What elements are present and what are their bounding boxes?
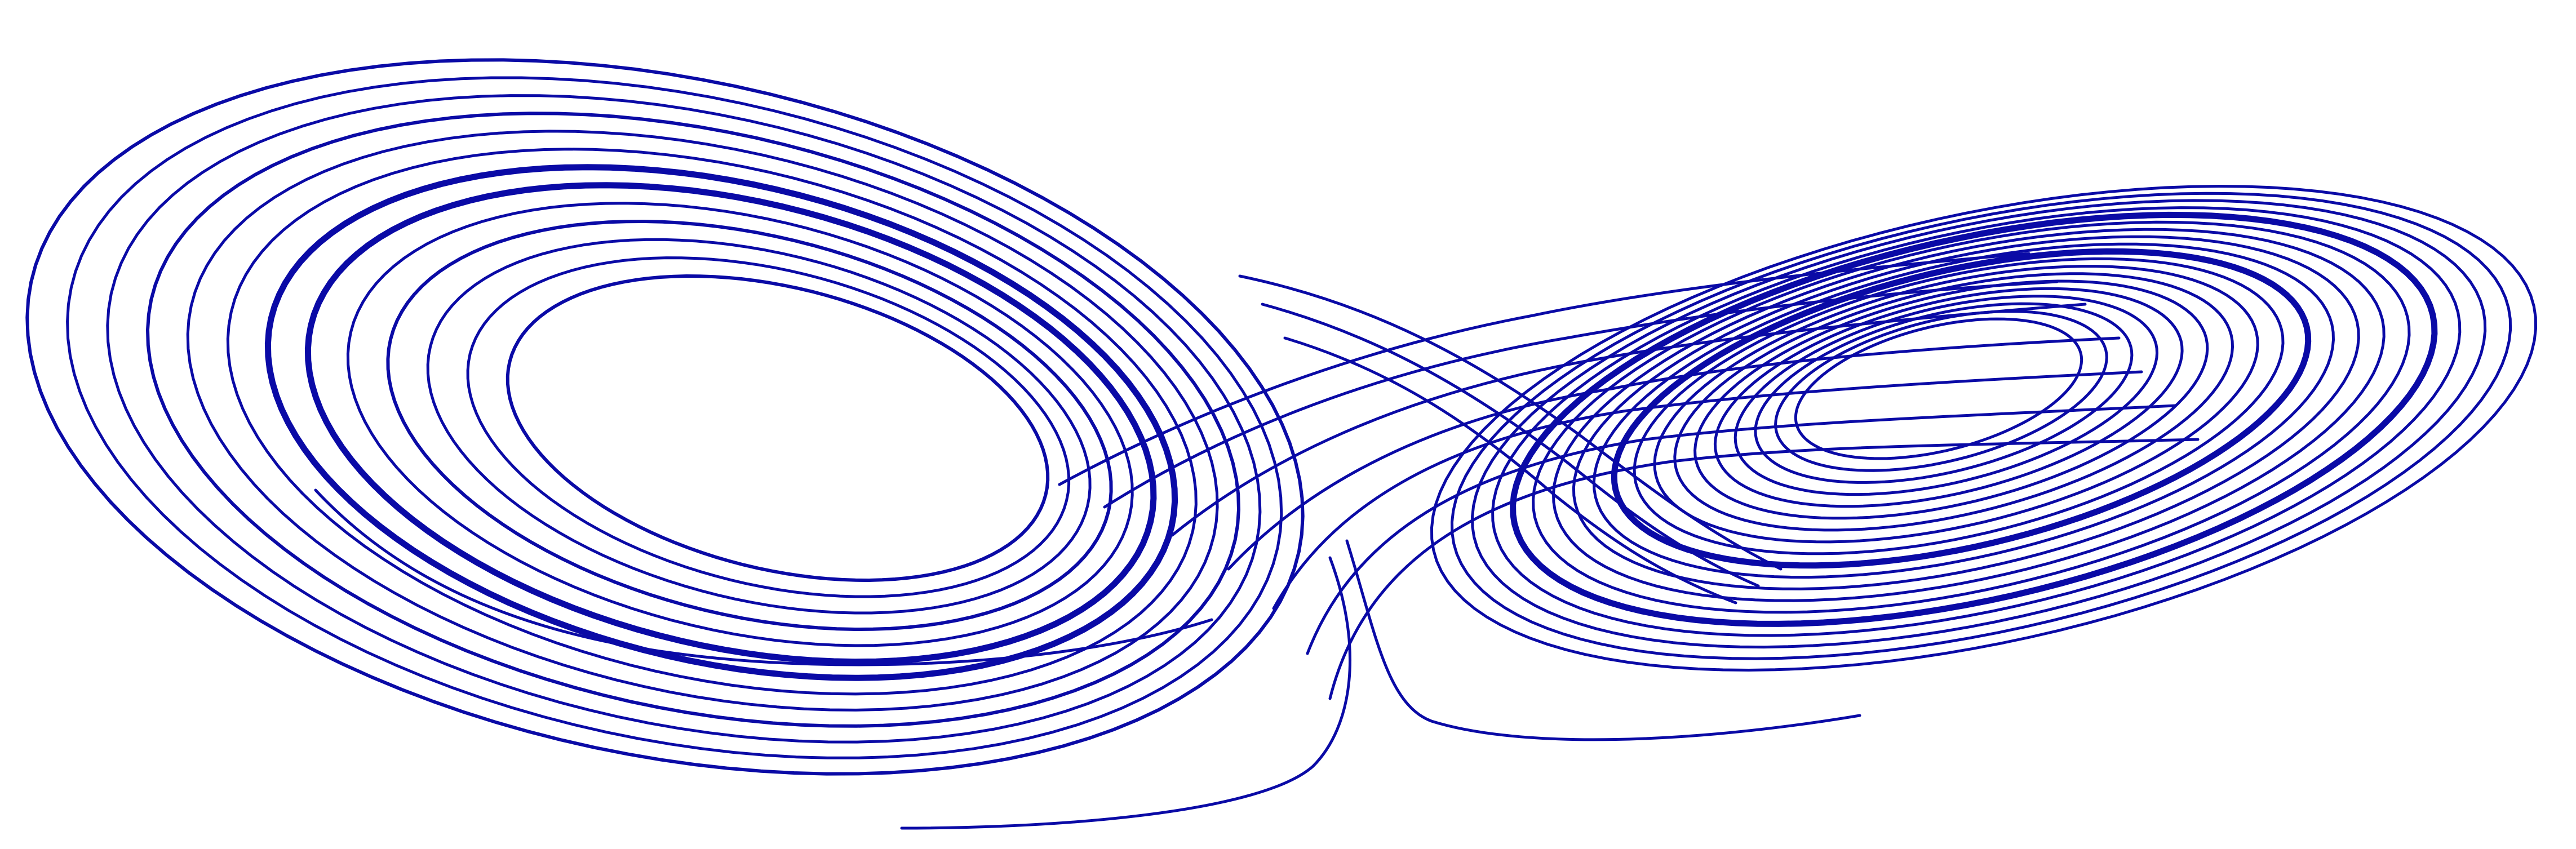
left-lobe-loop (466, 256, 1071, 598)
right-lobe-loop (1552, 228, 2386, 602)
lobe-transitions (314, 252, 2200, 830)
right-lobe-loop (1611, 248, 2312, 569)
right-lobe-loop (1673, 272, 2234, 532)
right-lobe-loop (1471, 199, 2487, 649)
left-lobe-loop (386, 220, 1113, 631)
right-lobe-loop (1430, 185, 2537, 672)
lobe-transition-strand (1272, 370, 2143, 610)
lobe-transition-strand (1283, 336, 1737, 604)
lobe-transition-strand (1058, 252, 2030, 486)
left-lobe-loop (146, 112, 1240, 728)
lobe-transition-strand (1345, 539, 1861, 741)
lobe-transition-strand (1170, 303, 2087, 537)
right-lobe-loop (1653, 265, 2259, 544)
left-lobe-loop (506, 274, 1050, 582)
lobe-transition-strand (1261, 303, 1760, 588)
left-lobe-loop (226, 148, 1198, 696)
right-lobe-loop (1532, 220, 2411, 614)
right-lobe-loop (1713, 287, 2184, 508)
lobe-transition-strand (1328, 438, 2200, 700)
right-lobe-loop (1633, 257, 2285, 555)
left-lobe (25, 58, 1305, 776)
lobe-transition-strand (900, 556, 1351, 830)
lobe-transition-strand (314, 488, 1213, 666)
right-lobe-loop (1592, 242, 2335, 579)
left-lobe-loop (426, 238, 1092, 615)
lobe-transition-strand (1238, 274, 1783, 571)
left-lobe-loop (25, 58, 1305, 776)
left-lobe-loop (304, 182, 1157, 665)
left-lobe-loop (186, 130, 1219, 712)
left-lobe-loop (264, 164, 1178, 681)
right-lobe-loop (1491, 206, 2462, 637)
right-lobe-loop (1510, 211, 2438, 627)
left-lobe-loop (66, 76, 1283, 759)
lobe-transition-strand (1306, 404, 2177, 655)
lobe-transition-strand (1227, 336, 2121, 571)
right-lobe-loop (1754, 302, 2134, 484)
left-lobe-loop (106, 94, 1262, 744)
lobe-transition-strand (1103, 280, 2059, 509)
right-lobe-loop (1572, 235, 2360, 590)
right-lobe-loop (1451, 192, 2512, 660)
left-lobe-loop (346, 202, 1134, 647)
